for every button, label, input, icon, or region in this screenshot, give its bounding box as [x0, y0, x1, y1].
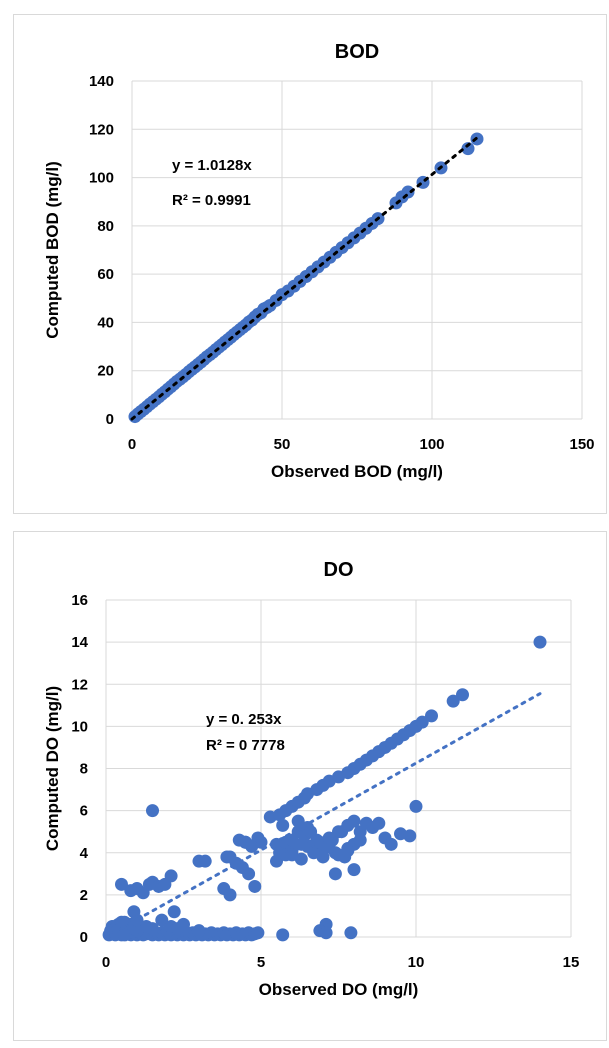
do-data-point	[248, 879, 262, 893]
do-data-point	[245, 839, 259, 853]
do-x-tick-label: 10	[408, 954, 425, 971]
do-y-tick-label: 8	[80, 761, 88, 778]
bod-trendline-equation: y = 1.0128x	[172, 157, 252, 174]
do-data-point	[223, 850, 237, 864]
do-y-tick-label: 6	[80, 803, 88, 820]
do-data-point	[127, 905, 141, 919]
do-trendline-equation: y = 0. 253x	[206, 711, 282, 728]
do-y-tick-label: 10	[71, 718, 88, 735]
bod-y-axis-label: Computed BOD (mg/l)	[43, 161, 62, 339]
do-data-point	[139, 919, 153, 933]
do-data-point	[353, 833, 367, 847]
do-data-point	[251, 926, 265, 940]
do-data-point	[344, 926, 358, 940]
do-data-point	[456, 688, 469, 702]
do-data-point	[409, 799, 423, 813]
do-x-axis-label: Observed DO (mg/l)	[259, 980, 419, 999]
bod-y-tick-label: 60	[97, 266, 114, 283]
do-data-point	[446, 694, 460, 708]
do-data-point	[115, 877, 128, 891]
do-data-point	[118, 928, 132, 942]
do-data-point	[294, 837, 308, 851]
do-data-point	[192, 924, 206, 938]
do-data-point	[155, 913, 169, 927]
do-data-point	[347, 814, 361, 828]
do-data-point	[164, 869, 178, 883]
bod-x-tick-label: 100	[419, 436, 444, 453]
bod-x-tick-label: 0	[128, 436, 136, 453]
bod-y-tick-label: 20	[97, 363, 114, 380]
do-chart-panel: 0 2 4 6 8 10 12 14 16 0 5 10 15 DO Observed DO (mg/l) C…	[13, 531, 607, 1041]
do-y-tick-label: 0	[80, 929, 88, 946]
bod-chart-panel: 0 20 40 60 80 100 120 140 0 50 100 150 BOD Observed B…	[13, 14, 607, 514]
do-data-point	[270, 854, 283, 868]
do-data-point	[341, 844, 355, 858]
do-data-point	[332, 825, 345, 839]
do-data-point	[415, 715, 429, 729]
do-data-point	[533, 635, 547, 649]
bod-x-tick-label: 50	[274, 436, 291, 453]
bod-y-tick-label: 100	[89, 170, 114, 187]
do-y-axis-label: Computed DO (mg/l)	[43, 686, 62, 851]
do-y-tick-label: 4	[80, 845, 89, 862]
do-data-point	[347, 863, 361, 877]
do-data-point	[146, 804, 159, 818]
bod-trendline-equation: R² = 0.9991	[172, 192, 251, 209]
do-trendline-equation: R² = 0 7778	[206, 737, 285, 754]
do-data-point	[276, 818, 290, 832]
do-trendline	[104, 692, 542, 939]
bod-y-tick-label: 140	[89, 73, 114, 90]
do-data-point	[403, 829, 417, 843]
do-data-point	[242, 867, 256, 881]
do-data-point	[304, 825, 318, 839]
bod-x-axis-label: Observed BOD (mg/l)	[271, 462, 443, 481]
do-data-point	[328, 867, 342, 881]
do-data-point	[322, 831, 336, 845]
bod-x-tick-label: 150	[569, 436, 594, 453]
do-data-point	[167, 905, 181, 919]
do-x-tick-label: 15	[563, 954, 580, 971]
bod-scatter-chart: 0 20 40 60 80 100 120 140 0 50 100 150 BOD Observed B…	[43, 41, 595, 481]
do-y-tick-label: 2	[80, 887, 88, 904]
bod-data-point	[461, 142, 475, 156]
bod-y-tick-label: 0	[106, 411, 114, 428]
do-x-tick-label: 5	[257, 954, 265, 971]
bod-chart-title: BOD	[335, 41, 379, 63]
do-y-tick-label: 12	[71, 676, 88, 693]
do-data-point	[276, 928, 290, 942]
do-data-point	[384, 837, 398, 851]
do-data-point	[319, 926, 333, 940]
do-y-tick-label: 14	[71, 634, 88, 651]
do-data-point	[291, 814, 305, 828]
do-x-tick-label: 0	[102, 954, 110, 971]
do-chart-title: DO	[324, 559, 354, 581]
do-data-point	[425, 709, 438, 723]
do-scatter-chart: 0 2 4 6 8 10 12 14 16 0 5 10 15 DO Observed DO (mg/l) C…	[43, 559, 580, 999]
do-data-point	[316, 850, 330, 864]
do-data-point	[177, 917, 190, 931]
do-data-point	[285, 848, 299, 862]
bod-y-tick-label: 40	[97, 314, 114, 331]
do-data-point	[223, 888, 237, 902]
bod-y-tick-label: 120	[89, 121, 114, 138]
do-y-tick-label: 16	[71, 592, 88, 609]
bod-trendline	[130, 136, 479, 421]
do-data-point	[372, 816, 386, 830]
bod-y-tick-label: 80	[97, 218, 114, 235]
do-data-point	[198, 854, 212, 868]
